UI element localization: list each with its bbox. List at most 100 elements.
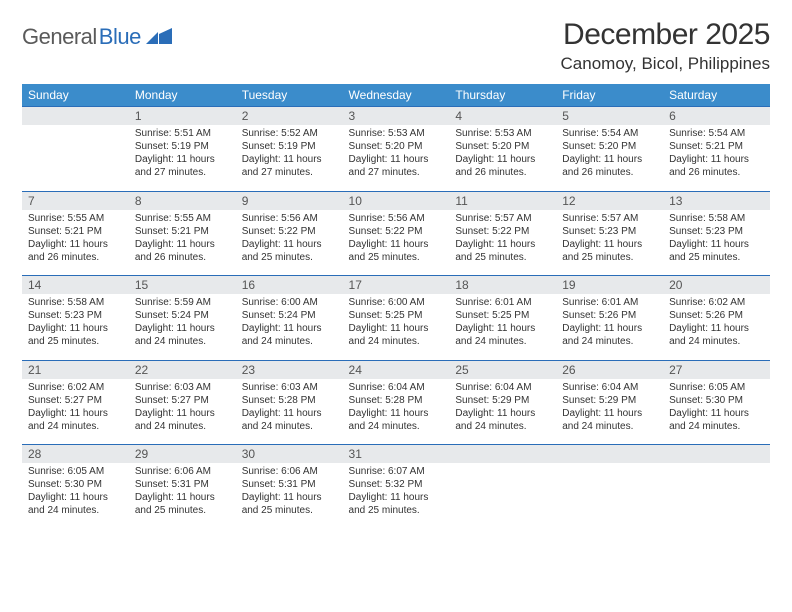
sunrise-text: Sunrise: 6:02 AM [669,296,764,309]
calendar-table: Sunday Monday Tuesday Wednesday Thursday… [22,84,770,529]
sunrise-text: Sunrise: 6:07 AM [349,465,444,478]
sunset-text: Sunset: 5:27 PM [28,394,123,407]
day-number: 17 [343,276,450,295]
day-content-row: Sunrise: 5:55 AMSunset: 5:21 PMDaylight:… [22,210,770,276]
day-number: 26 [556,360,663,379]
daylight-text: Daylight: 11 hours and 24 minutes. [349,407,444,433]
sunset-text: Sunset: 5:19 PM [242,140,337,153]
daylight-text: Daylight: 11 hours and 25 minutes. [562,238,657,264]
day-number [449,445,556,464]
daylight-text: Daylight: 11 hours and 26 minutes. [669,153,764,179]
day-number: 28 [22,445,129,464]
daylight-text: Daylight: 11 hours and 24 minutes. [562,322,657,348]
day-number: 15 [129,276,236,295]
daylight-text: Daylight: 11 hours and 25 minutes. [349,491,444,517]
day-number: 25 [449,360,556,379]
daylight-text: Daylight: 11 hours and 24 minutes. [669,407,764,433]
day-number: 20 [663,276,770,295]
sunset-text: Sunset: 5:30 PM [669,394,764,407]
sunrise-text: Sunrise: 6:00 AM [242,296,337,309]
day-cell: Sunrise: 5:53 AMSunset: 5:20 PMDaylight:… [343,125,450,191]
daylight-text: Daylight: 11 hours and 24 minutes. [242,322,337,348]
page-title: December 2025 [561,18,770,52]
sunrise-text: Sunrise: 6:06 AM [135,465,230,478]
logo-mark-icon [146,26,172,49]
day-number: 4 [449,107,556,126]
sunset-text: Sunset: 5:23 PM [669,225,764,238]
sunrise-text: Sunrise: 6:05 AM [669,381,764,394]
daylight-text: Daylight: 11 hours and 26 minutes. [455,153,550,179]
day-number: 19 [556,276,663,295]
sunrise-text: Sunrise: 5:57 AM [455,212,550,225]
sunrise-text: Sunrise: 6:03 AM [242,381,337,394]
sunrise-text: Sunrise: 5:53 AM [349,127,444,140]
sunset-text: Sunset: 5:31 PM [242,478,337,491]
day-cell [663,463,770,529]
day-cell: Sunrise: 5:56 AMSunset: 5:22 PMDaylight:… [343,210,450,276]
day-content-row: Sunrise: 6:05 AMSunset: 5:30 PMDaylight:… [22,463,770,529]
logo-word1: General [22,24,97,50]
day-cell: Sunrise: 5:54 AMSunset: 5:21 PMDaylight:… [663,125,770,191]
sunset-text: Sunset: 5:23 PM [28,309,123,322]
logo-word2: Blue [99,24,141,50]
sunrise-text: Sunrise: 5:52 AM [242,127,337,140]
sunrise-text: Sunrise: 6:04 AM [562,381,657,394]
sunrise-text: Sunrise: 5:58 AM [669,212,764,225]
daylight-text: Daylight: 11 hours and 25 minutes. [28,322,123,348]
calendar-body: 123456Sunrise: 5:51 AMSunset: 5:19 PMDay… [22,107,770,530]
day-header-row: Sunday Monday Tuesday Wednesday Thursday… [22,84,770,107]
sunset-text: Sunset: 5:26 PM [562,309,657,322]
day-number: 8 [129,191,236,210]
daylight-text: Daylight: 11 hours and 25 minutes. [242,238,337,264]
day-number: 21 [22,360,129,379]
day-cell: Sunrise: 6:04 AMSunset: 5:28 PMDaylight:… [343,379,450,445]
sunrise-text: Sunrise: 6:05 AM [28,465,123,478]
sunrise-text: Sunrise: 6:01 AM [455,296,550,309]
sunset-text: Sunset: 5:22 PM [242,225,337,238]
sunrise-text: Sunrise: 5:54 AM [669,127,764,140]
day-number: 30 [236,445,343,464]
daylight-text: Daylight: 11 hours and 24 minutes. [455,322,550,348]
header: General Blue December 2025 Canomoy, Bico… [22,18,770,74]
sunset-text: Sunset: 5:20 PM [455,140,550,153]
day-cell: Sunrise: 6:07 AMSunset: 5:32 PMDaylight:… [343,463,450,529]
sunrise-text: Sunrise: 5:57 AM [562,212,657,225]
day-cell: Sunrise: 5:54 AMSunset: 5:20 PMDaylight:… [556,125,663,191]
daylight-text: Daylight: 11 hours and 24 minutes. [242,407,337,433]
daylight-text: Daylight: 11 hours and 25 minutes. [135,491,230,517]
day-number: 7 [22,191,129,210]
sunset-text: Sunset: 5:23 PM [562,225,657,238]
daylight-text: Daylight: 11 hours and 26 minutes. [135,238,230,264]
sunrise-text: Sunrise: 6:03 AM [135,381,230,394]
daylight-text: Daylight: 11 hours and 24 minutes. [562,407,657,433]
daylight-text: Daylight: 11 hours and 24 minutes. [135,322,230,348]
day-cell: Sunrise: 5:57 AMSunset: 5:23 PMDaylight:… [556,210,663,276]
day-number: 31 [343,445,450,464]
day-cell: Sunrise: 6:03 AMSunset: 5:28 PMDaylight:… [236,379,343,445]
sunset-text: Sunset: 5:32 PM [349,478,444,491]
day-cell: Sunrise: 6:04 AMSunset: 5:29 PMDaylight:… [449,379,556,445]
day-cell: Sunrise: 5:58 AMSunset: 5:23 PMDaylight:… [663,210,770,276]
sunset-text: Sunset: 5:27 PM [135,394,230,407]
day-cell: Sunrise: 6:02 AMSunset: 5:26 PMDaylight:… [663,294,770,360]
daylight-text: Daylight: 11 hours and 24 minutes. [28,491,123,517]
col-friday: Friday [556,84,663,107]
day-cell: Sunrise: 6:06 AMSunset: 5:31 PMDaylight:… [129,463,236,529]
daylight-text: Daylight: 11 hours and 26 minutes. [28,238,123,264]
daylight-text: Daylight: 11 hours and 24 minutes. [28,407,123,433]
day-number [663,445,770,464]
day-number: 18 [449,276,556,295]
sunrise-text: Sunrise: 5:59 AM [135,296,230,309]
logo: General Blue [22,18,172,50]
sunset-text: Sunset: 5:28 PM [242,394,337,407]
daylight-text: Daylight: 11 hours and 25 minutes. [669,238,764,264]
sunrise-text: Sunrise: 6:04 AM [349,381,444,394]
day-cell: Sunrise: 6:04 AMSunset: 5:29 PMDaylight:… [556,379,663,445]
day-number: 10 [343,191,450,210]
sunset-text: Sunset: 5:21 PM [135,225,230,238]
sunset-text: Sunset: 5:25 PM [455,309,550,322]
day-number: 16 [236,276,343,295]
sunset-text: Sunset: 5:29 PM [562,394,657,407]
day-cell [449,463,556,529]
day-cell: Sunrise: 6:03 AMSunset: 5:27 PMDaylight:… [129,379,236,445]
